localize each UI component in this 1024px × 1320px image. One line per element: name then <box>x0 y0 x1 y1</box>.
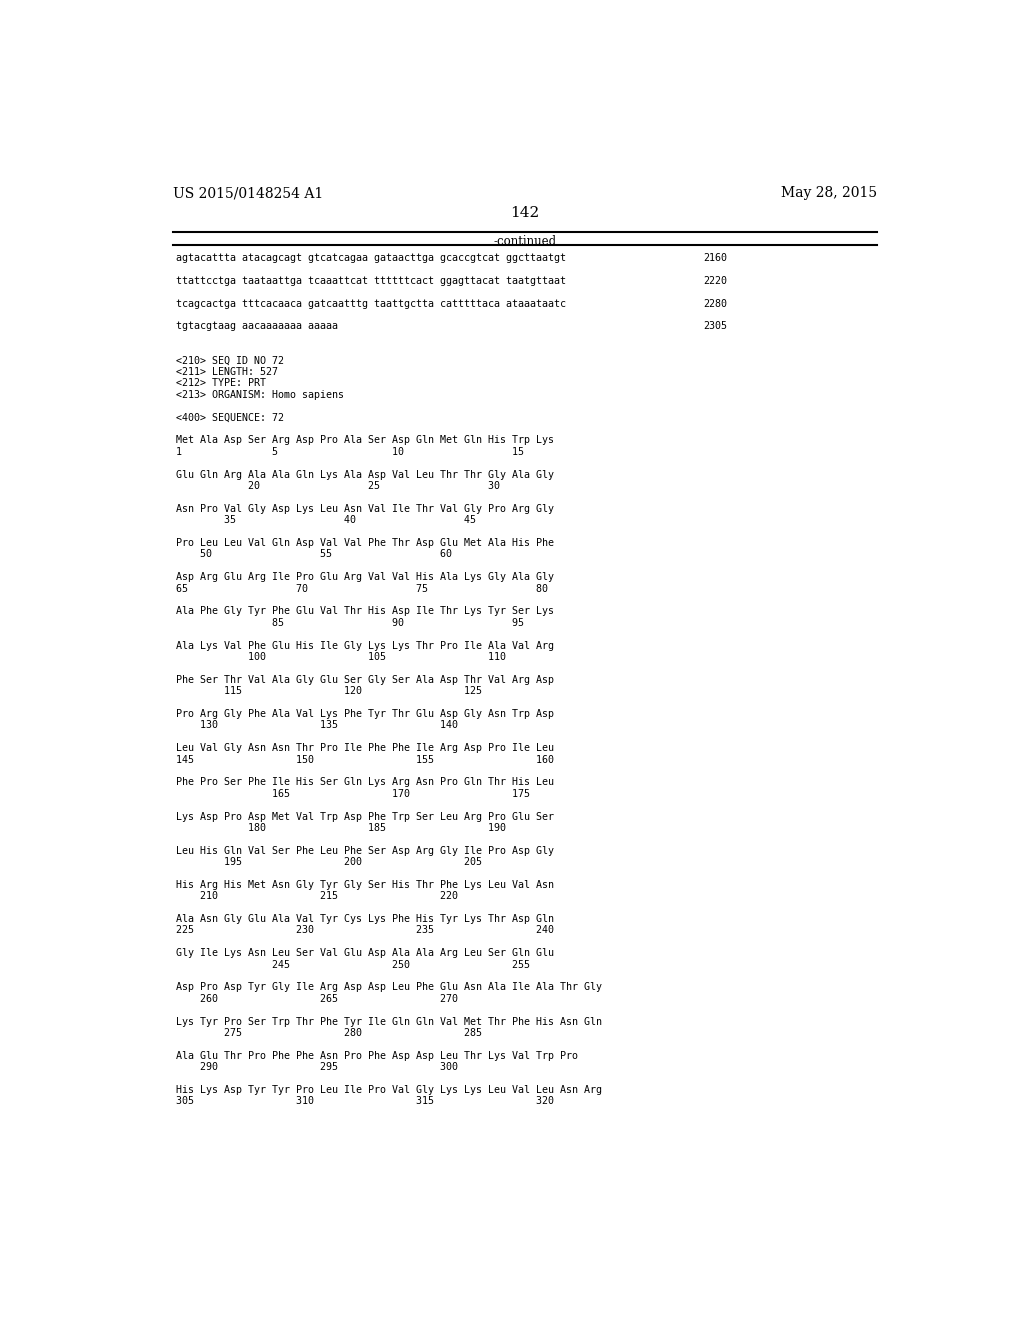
Text: Gly Ile Lys Asn Leu Ser Val Glu Asp Ala Ala Arg Leu Ser Gln Glu: Gly Ile Lys Asn Leu Ser Val Glu Asp Ala … <box>176 948 554 958</box>
Text: tgtacgtaag aacaaaaaaa aaaaa: tgtacgtaag aacaaaaaaa aaaaa <box>176 322 338 331</box>
Text: Ala Glu Thr Pro Phe Phe Asn Pro Phe Asp Asp Leu Thr Lys Val Trp Pro: Ala Glu Thr Pro Phe Phe Asn Pro Phe Asp … <box>176 1051 579 1061</box>
Text: Met Ala Asp Ser Arg Asp Pro Ala Ser Asp Gln Met Gln His Trp Lys: Met Ala Asp Ser Arg Asp Pro Ala Ser Asp … <box>176 436 554 445</box>
Text: ttattcctga taataattga tcaaattcat ttttttcact ggagttacat taatgttaat: ttattcctga taataattga tcaaattcat ttttttc… <box>176 276 566 286</box>
Text: 165                 170                 175: 165 170 175 <box>176 789 530 799</box>
Text: tcagcactga tttcacaaca gatcaatttg taattgctta catttttaca ataaataatc: tcagcactga tttcacaaca gatcaatttg taattgc… <box>176 298 566 309</box>
Text: Phe Pro Ser Phe Ile His Ser Gln Lys Arg Asn Pro Gln Thr His Leu: Phe Pro Ser Phe Ile His Ser Gln Lys Arg … <box>176 777 554 787</box>
Text: 2220: 2220 <box>703 276 727 286</box>
Text: 65                  70                  75                  80: 65 70 75 80 <box>176 583 548 594</box>
Text: -continued: -continued <box>494 235 556 248</box>
Text: Asn Pro Val Gly Asp Lys Leu Asn Val Ile Thr Val Gly Pro Arg Gly: Asn Pro Val Gly Asp Lys Leu Asn Val Ile … <box>176 504 554 513</box>
Text: 210                 215                 220: 210 215 220 <box>176 891 458 902</box>
Text: Pro Arg Gly Phe Ala Val Lys Phe Tyr Thr Glu Asp Gly Asn Trp Asp: Pro Arg Gly Phe Ala Val Lys Phe Tyr Thr … <box>176 709 554 719</box>
Text: US 2015/0148254 A1: US 2015/0148254 A1 <box>173 186 324 201</box>
Text: 142: 142 <box>510 206 540 220</box>
Text: Lys Asp Pro Asp Met Val Trp Asp Phe Trp Ser Leu Arg Pro Glu Ser: Lys Asp Pro Asp Met Val Trp Asp Phe Trp … <box>176 812 554 821</box>
Text: 245                 250                 255: 245 250 255 <box>176 960 530 970</box>
Text: 20                  25                  30: 20 25 30 <box>176 480 500 491</box>
Text: <211> LENGTH: 527: <211> LENGTH: 527 <box>176 367 279 378</box>
Text: His Arg His Met Asn Gly Tyr Gly Ser His Thr Phe Lys Leu Val Asn: His Arg His Met Asn Gly Tyr Gly Ser His … <box>176 880 554 890</box>
Text: 195                 200                 205: 195 200 205 <box>176 857 482 867</box>
Text: 225                 230                 235                 240: 225 230 235 240 <box>176 925 554 936</box>
Text: 50                  55                  60: 50 55 60 <box>176 549 452 560</box>
Text: 290                 295                 300: 290 295 300 <box>176 1063 458 1072</box>
Text: 85                  90                  95: 85 90 95 <box>176 618 524 628</box>
Text: <213> ORGANISM: Homo sapiens: <213> ORGANISM: Homo sapiens <box>176 389 344 400</box>
Text: 305                 310                 315                 320: 305 310 315 320 <box>176 1097 554 1106</box>
Text: Pro Leu Leu Val Gln Asp Val Val Phe Thr Asp Glu Met Ala His Phe: Pro Leu Leu Val Gln Asp Val Val Phe Thr … <box>176 539 554 548</box>
Text: 130                 135                 140: 130 135 140 <box>176 721 458 730</box>
Text: 145                 150                 155                 160: 145 150 155 160 <box>176 755 554 764</box>
Text: 35                  40                  45: 35 40 45 <box>176 515 476 525</box>
Text: <212> TYPE: PRT: <212> TYPE: PRT <box>176 379 266 388</box>
Text: 100                 105                 110: 100 105 110 <box>176 652 506 661</box>
Text: 115                 120                 125: 115 120 125 <box>176 686 482 696</box>
Text: 275                 280                 285: 275 280 285 <box>176 1028 482 1038</box>
Text: 2160: 2160 <box>703 253 727 263</box>
Text: Phe Ser Thr Val Ala Gly Glu Ser Gly Ser Ala Asp Thr Val Arg Asp: Phe Ser Thr Val Ala Gly Glu Ser Gly Ser … <box>176 675 554 685</box>
Text: 2280: 2280 <box>703 298 727 309</box>
Text: Ala Phe Gly Tyr Phe Glu Val Thr His Asp Ile Thr Lys Tyr Ser Lys: Ala Phe Gly Tyr Phe Glu Val Thr His Asp … <box>176 606 554 616</box>
Text: His Lys Asp Tyr Tyr Pro Leu Ile Pro Val Gly Lys Lys Leu Val Leu Asn Arg: His Lys Asp Tyr Tyr Pro Leu Ile Pro Val … <box>176 1085 602 1096</box>
Text: 260                 265                 270: 260 265 270 <box>176 994 458 1003</box>
Text: <210> SEQ ID NO 72: <210> SEQ ID NO 72 <box>176 355 284 366</box>
Text: 1               5                   10                  15: 1 5 10 15 <box>176 447 524 457</box>
Text: Leu Val Gly Asn Asn Thr Pro Ile Phe Phe Ile Arg Asp Pro Ile Leu: Leu Val Gly Asn Asn Thr Pro Ile Phe Phe … <box>176 743 554 754</box>
Text: 180                 185                 190: 180 185 190 <box>176 822 506 833</box>
Text: <400> SEQUENCE: 72: <400> SEQUENCE: 72 <box>176 413 284 422</box>
Text: agtacattta atacagcagt gtcatcagaa gataacttga gcaccgtcat ggcttaatgt: agtacattta atacagcagt gtcatcagaa gataact… <box>176 253 566 263</box>
Text: Glu Gln Arg Ala Ala Gln Lys Ala Asp Val Leu Thr Thr Gly Ala Gly: Glu Gln Arg Ala Ala Gln Lys Ala Asp Val … <box>176 470 554 479</box>
Text: Lys Tyr Pro Ser Trp Thr Phe Tyr Ile Gln Gln Val Met Thr Phe His Asn Gln: Lys Tyr Pro Ser Trp Thr Phe Tyr Ile Gln … <box>176 1016 602 1027</box>
Text: Ala Asn Gly Glu Ala Val Tyr Cys Lys Phe His Tyr Lys Thr Asp Gln: Ala Asn Gly Glu Ala Val Tyr Cys Lys Phe … <box>176 913 554 924</box>
Text: 2305: 2305 <box>703 322 727 331</box>
Text: Asp Pro Asp Tyr Gly Ile Arg Asp Asp Leu Phe Glu Asn Ala Ile Ala Thr Gly: Asp Pro Asp Tyr Gly Ile Arg Asp Asp Leu … <box>176 982 602 993</box>
Text: Asp Arg Glu Arg Ile Pro Glu Arg Val Val His Ala Lys Gly Ala Gly: Asp Arg Glu Arg Ile Pro Glu Arg Val Val … <box>176 572 554 582</box>
Text: Leu His Gln Val Ser Phe Leu Phe Ser Asp Arg Gly Ile Pro Asp Gly: Leu His Gln Val Ser Phe Leu Phe Ser Asp … <box>176 846 554 855</box>
Text: May 28, 2015: May 28, 2015 <box>780 186 877 201</box>
Text: Ala Lys Val Phe Glu His Ile Gly Lys Lys Thr Pro Ile Ala Val Arg: Ala Lys Val Phe Glu His Ile Gly Lys Lys … <box>176 640 554 651</box>
